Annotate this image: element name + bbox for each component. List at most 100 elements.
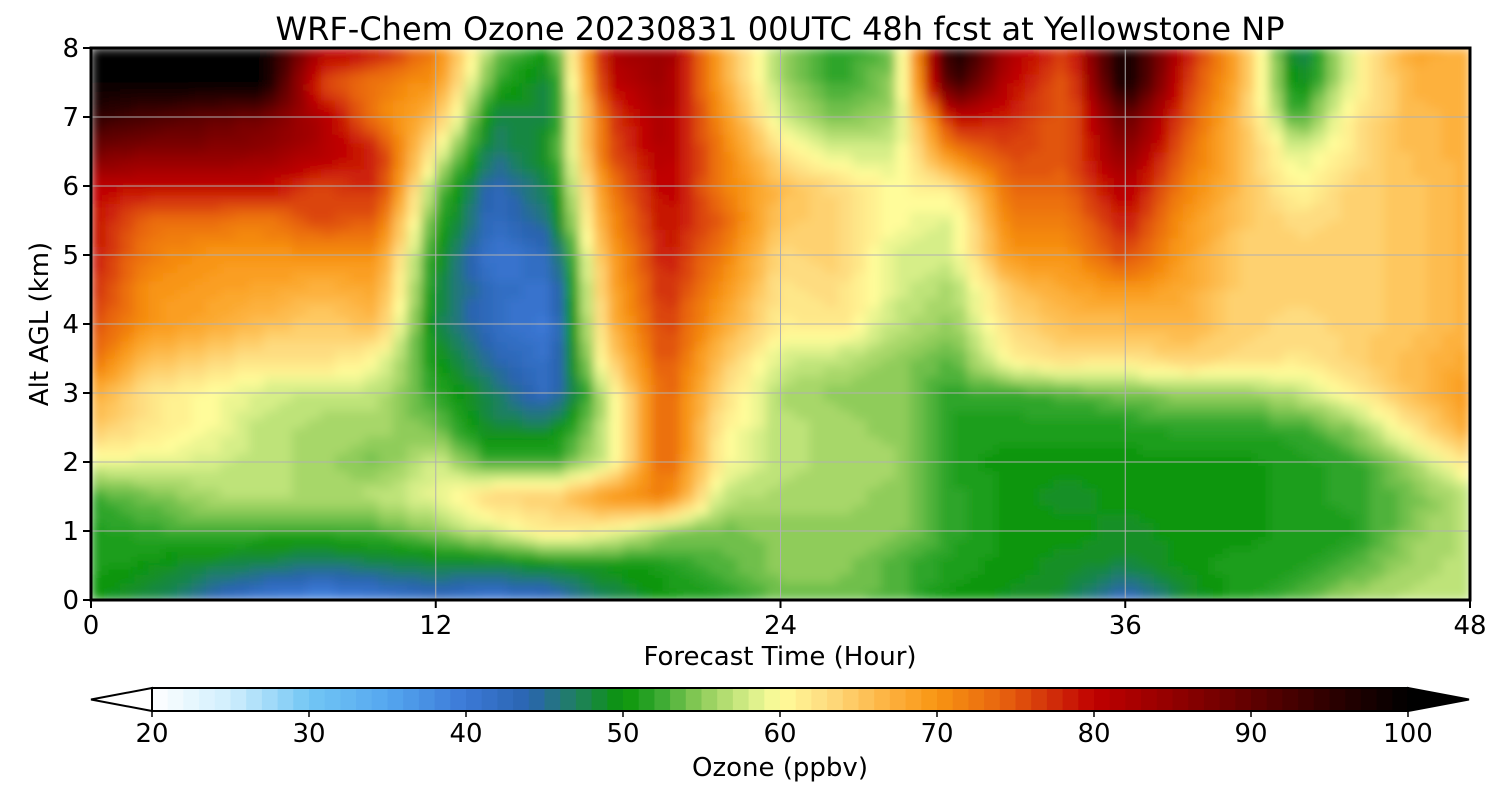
- ozone-cell: [119, 255, 135, 265]
- ozone-cell: [263, 220, 279, 230]
- ozone-cell: [335, 522, 351, 532]
- ozone-cell: [995, 280, 1011, 291]
- ozone-cell: [1153, 505, 1169, 515]
- ozone-cell: [593, 505, 609, 515]
- ozone-cell: [679, 272, 695, 282]
- ozone-cell: [536, 298, 552, 308]
- ozone-cell: [1254, 246, 1270, 256]
- ozone-cell: [1369, 160, 1385, 170]
- ozone-cell: [263, 168, 279, 178]
- ozone-cell: [938, 289, 954, 299]
- ozone-cell: [881, 324, 897, 334]
- ozone-cell: [191, 211, 207, 222]
- ozone-cell: [1225, 496, 1241, 506]
- ozone-cell: [363, 186, 379, 196]
- ozone-cell: [1240, 410, 1256, 420]
- ozone-cell: [1311, 505, 1327, 515]
- ozone-cell: [1110, 229, 1126, 239]
- ozone-cell: [1412, 505, 1428, 515]
- ozone-cell: [507, 556, 523, 567]
- ozone-cell: [1010, 203, 1026, 213]
- ozone-cell: [119, 341, 135, 351]
- ozone-cell: [507, 220, 523, 230]
- ozone-cell: [220, 289, 236, 299]
- ozone-cell: [249, 263, 264, 273]
- ozone-cell: [1369, 418, 1385, 429]
- ozone-cell: [148, 263, 164, 273]
- ozone-cell: [780, 229, 796, 239]
- ozone-cell: [148, 401, 164, 411]
- ozone-cell: [866, 306, 882, 316]
- ozone-cell: [306, 246, 322, 256]
- ozone-cell: [1168, 306, 1184, 316]
- ozone-cell: [1426, 324, 1442, 334]
- ozone-cell: [708, 229, 724, 239]
- ozone-cell: [507, 470, 523, 480]
- ozone-cell: [378, 410, 394, 420]
- ozone-cell: [91, 289, 106, 299]
- ozone-cell: [292, 582, 308, 592]
- ozone-cell: [1197, 349, 1213, 360]
- ozone-cell: [450, 393, 466, 403]
- ozone-cell: [1254, 565, 1270, 575]
- ozone-cell: [1182, 393, 1198, 403]
- ozone-cell: [119, 574, 135, 584]
- ozone-cell: [478, 591, 494, 600]
- ozone-cell: [550, 168, 566, 178]
- ozone-cell: [1096, 539, 1112, 549]
- ozone-cell: [363, 393, 379, 403]
- ozone-cell: [1398, 444, 1414, 454]
- ozone-cell: [1211, 479, 1227, 489]
- ozone-cell: [1139, 582, 1155, 592]
- ozone-cell: [1096, 332, 1112, 342]
- ozone-cell: [363, 418, 379, 429]
- ozone-cell: [205, 194, 221, 204]
- ozone-cell: [579, 418, 595, 429]
- ozone-cell: [895, 358, 911, 368]
- ozone-cell: [823, 505, 839, 515]
- ozone-cell: [277, 591, 293, 600]
- ozone-cell: [1268, 401, 1284, 411]
- ozone-cell: [1311, 513, 1327, 523]
- ozone-cell: [378, 384, 394, 394]
- ozone-cell: [766, 582, 782, 592]
- ozone-cell: [1182, 272, 1198, 282]
- ozone-cell: [1225, 531, 1241, 541]
- ozone-cell: [837, 505, 853, 515]
- ozone-cell: [651, 574, 667, 584]
- ozone-cell: [1398, 548, 1414, 558]
- ozone-cell: [148, 194, 164, 204]
- ozone-cell: [1326, 194, 1342, 204]
- ozone-cell: [1125, 298, 1141, 308]
- ozone-cell: [177, 203, 193, 213]
- ozone-cell: [1254, 384, 1270, 394]
- ozone-cell: [378, 513, 394, 523]
- ozone-cell: [306, 255, 322, 265]
- ozone-cell: [1110, 548, 1126, 558]
- ozone-cell: [1268, 298, 1284, 308]
- ozone-cell: [1096, 367, 1112, 377]
- ozone-cell: [665, 574, 681, 584]
- ozone-cell: [1125, 470, 1141, 480]
- ozone-cell: [938, 177, 954, 187]
- ozone-cell: [220, 496, 236, 506]
- ozone-cell: [1139, 349, 1155, 360]
- ozone-cell: [866, 574, 882, 584]
- ozone-cell: [550, 427, 566, 437]
- ozone-cell: [450, 565, 466, 575]
- ozone-cell: [1369, 410, 1385, 420]
- ozone-cell: [866, 462, 882, 472]
- ozone-cell: [1039, 444, 1055, 454]
- ozone-cell: [809, 531, 825, 541]
- ozone-cell: [1197, 582, 1213, 592]
- ozone-cell: [105, 384, 121, 394]
- ozone-cell: [234, 453, 250, 463]
- ozone-cell: [392, 203, 408, 213]
- ozone-cell: [1426, 341, 1442, 351]
- ozone-cell: [105, 341, 121, 351]
- ozone-cell: [780, 513, 796, 523]
- ozone-cell: [852, 272, 868, 282]
- ozone-cell: [493, 393, 509, 403]
- ozone-cell: [622, 263, 638, 273]
- ozone-cell: [1355, 194, 1371, 204]
